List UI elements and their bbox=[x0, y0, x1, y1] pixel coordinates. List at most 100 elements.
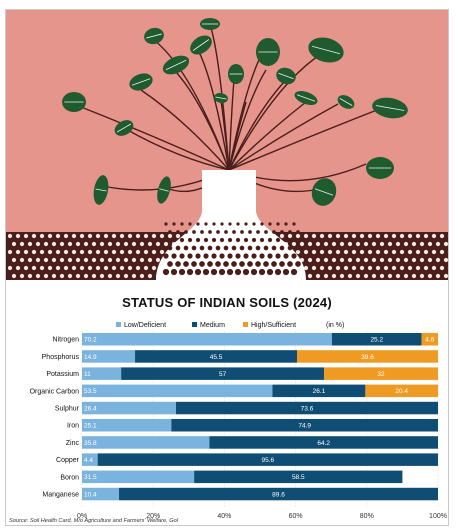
soil-dot bbox=[139, 241, 145, 247]
vase-dot bbox=[191, 261, 197, 267]
vase-dot bbox=[259, 253, 265, 259]
bar-segment bbox=[121, 367, 325, 380]
vase-dot bbox=[287, 245, 293, 251]
vase-dot bbox=[291, 253, 297, 259]
soil-dot bbox=[31, 249, 37, 255]
vegetable-icon bbox=[93, 175, 109, 205]
vase-dot bbox=[242, 268, 250, 276]
vase-dot bbox=[247, 261, 253, 267]
soil-dot bbox=[107, 241, 113, 247]
soil-dot bbox=[335, 249, 341, 255]
vase-dot bbox=[204, 222, 208, 226]
stem bbox=[228, 107, 383, 171]
soil-dot bbox=[307, 257, 313, 263]
bar-segment bbox=[82, 453, 98, 466]
soil-dot bbox=[151, 265, 157, 271]
soil-dot bbox=[311, 265, 317, 271]
soil-dot bbox=[319, 249, 325, 255]
vase-dot bbox=[203, 253, 209, 259]
data-label: 20.4 bbox=[395, 388, 408, 395]
soil-dot bbox=[435, 257, 441, 263]
vase-dot bbox=[163, 237, 169, 243]
vegetable-icon bbox=[337, 95, 355, 109]
soil-dot bbox=[359, 233, 365, 239]
soil-dot bbox=[355, 241, 361, 247]
soil-dot bbox=[371, 257, 377, 263]
bar-segment bbox=[82, 367, 122, 380]
soil-dot bbox=[399, 265, 405, 271]
vase-dot bbox=[235, 253, 241, 259]
vase-dot-pattern bbox=[162, 222, 301, 276]
soil-dot bbox=[95, 233, 101, 239]
vase-dot bbox=[263, 245, 269, 251]
soil-dot bbox=[163, 241, 169, 247]
soil-dot bbox=[143, 233, 149, 239]
vase-dot bbox=[235, 237, 241, 243]
vase-dot bbox=[187, 253, 193, 259]
vase-dot bbox=[183, 245, 189, 251]
soil-dot bbox=[147, 257, 153, 263]
soil-dot bbox=[415, 233, 421, 239]
bar-segment bbox=[82, 419, 172, 432]
soil-dot bbox=[59, 257, 65, 263]
soil-dot bbox=[107, 257, 113, 263]
soil-dot bbox=[351, 233, 357, 239]
soil-dot bbox=[419, 273, 425, 279]
vase-dot bbox=[252, 222, 256, 226]
soil-dot bbox=[431, 249, 437, 255]
vegetable-icon bbox=[294, 91, 318, 105]
vase-dot bbox=[258, 268, 266, 276]
soil-dot bbox=[339, 273, 345, 279]
data-label: 73.6 bbox=[301, 405, 314, 412]
soil-dot bbox=[175, 233, 181, 239]
soil-dot bbox=[287, 233, 293, 239]
x-tick-label: 60% bbox=[289, 513, 303, 520]
soil-dot bbox=[407, 249, 413, 255]
vase-dot bbox=[219, 237, 225, 243]
soil-dot bbox=[19, 257, 25, 263]
vase-dot bbox=[231, 245, 237, 251]
bar-segment bbox=[119, 487, 439, 501]
soil-dot bbox=[311, 233, 317, 239]
soil-dot bbox=[359, 265, 365, 271]
soil-dot bbox=[67, 273, 73, 279]
soil-dot bbox=[295, 233, 301, 239]
vase-dot bbox=[256, 230, 260, 234]
data-label: 64.2 bbox=[317, 440, 330, 447]
infographic-frame: STATUS OF INDIAN SOILS (2024) Low/Defici… bbox=[5, 9, 449, 526]
vase-dot bbox=[220, 222, 224, 226]
category-label: Sulphur bbox=[55, 405, 80, 412]
soil-dot bbox=[363, 257, 369, 263]
soil-dot bbox=[427, 241, 433, 247]
soil-dot bbox=[327, 249, 333, 255]
vase-dot bbox=[226, 268, 234, 276]
soil-dot bbox=[135, 233, 141, 239]
soil-dot bbox=[71, 233, 77, 239]
plant-stems bbox=[75, 27, 383, 193]
soil-dot bbox=[91, 273, 97, 279]
category-label: Iron bbox=[67, 423, 79, 430]
category-label: Organic Carbon bbox=[30, 388, 80, 395]
soil-dot bbox=[111, 233, 117, 239]
soil-dot bbox=[87, 233, 93, 239]
vegetable-icon bbox=[62, 92, 86, 112]
vase-dot bbox=[271, 261, 277, 267]
vase-dot bbox=[186, 268, 194, 276]
soil-dot bbox=[87, 265, 93, 271]
vase-dot bbox=[255, 245, 261, 251]
vase-dot bbox=[292, 222, 296, 226]
soil-dot bbox=[315, 273, 321, 279]
soil-dot bbox=[411, 273, 417, 279]
soil-dot bbox=[11, 257, 17, 263]
soil-dot bbox=[291, 241, 297, 247]
data-label: 58.5 bbox=[292, 474, 305, 481]
soil-dot bbox=[387, 273, 393, 279]
soil-dot bbox=[323, 257, 329, 263]
soil-dot bbox=[383, 265, 389, 271]
soil-dot bbox=[391, 233, 397, 239]
soil-dot bbox=[439, 233, 445, 239]
soil-dot bbox=[403, 241, 409, 247]
soil-dot bbox=[27, 273, 33, 279]
soil-dot bbox=[71, 249, 77, 255]
soil-dot bbox=[359, 249, 365, 255]
